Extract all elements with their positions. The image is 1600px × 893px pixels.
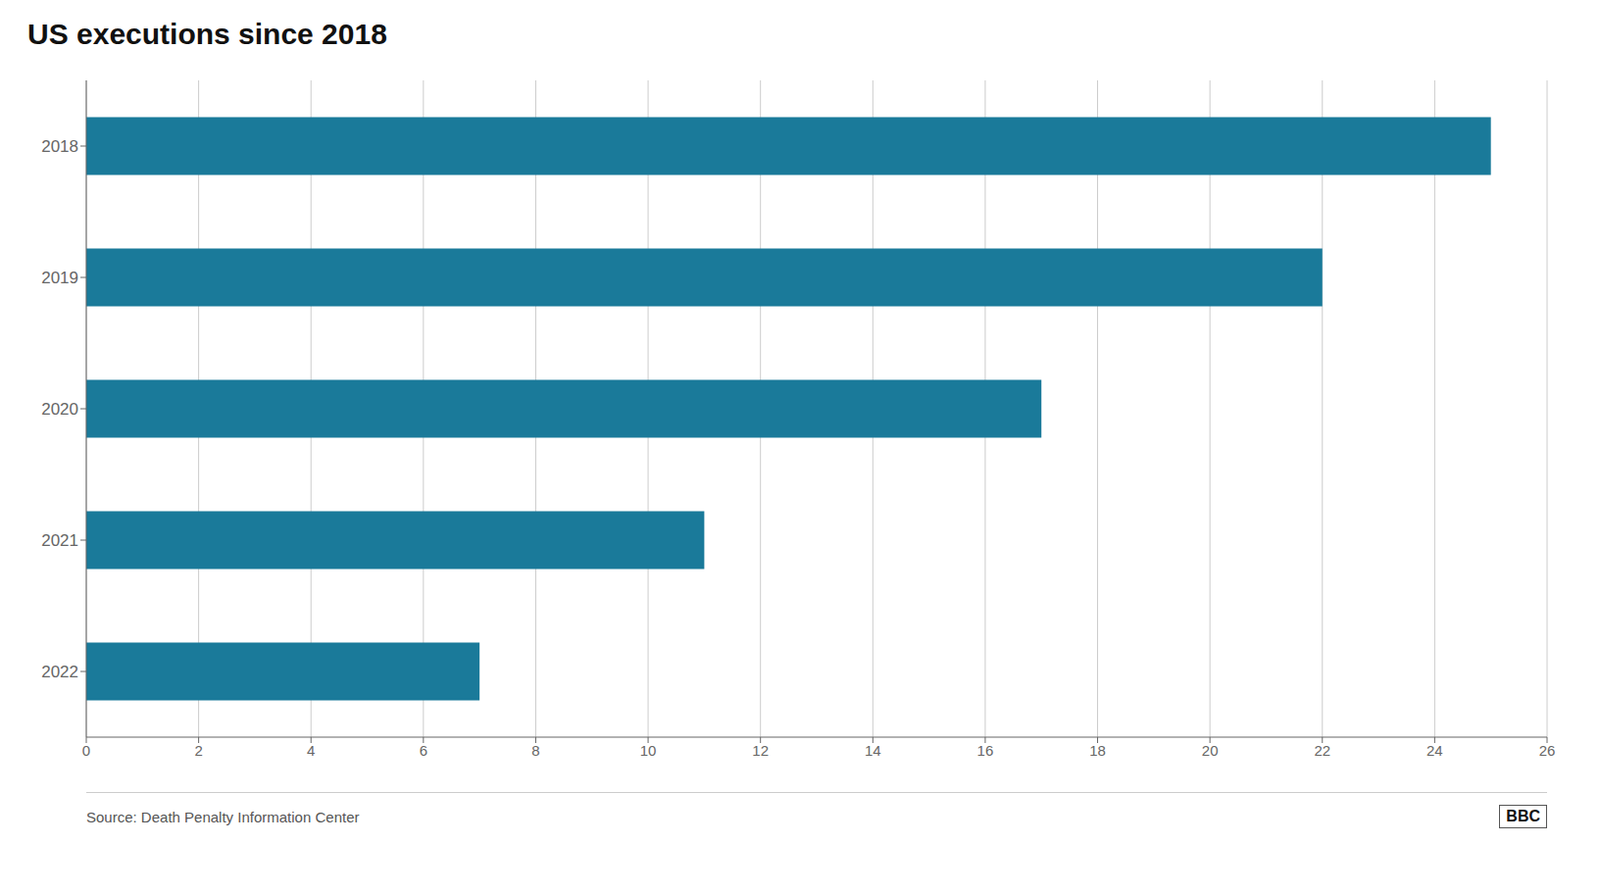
svg-text:2: 2 <box>194 742 202 759</box>
svg-text:8: 8 <box>531 742 540 759</box>
svg-text:26: 26 <box>1539 742 1556 759</box>
html-text:Source: Death Penalty Informat: Source: Death Penalty Information Center <box>86 808 360 825</box>
svg-text:2019: 2019 <box>41 268 79 288</box>
svg-text:18: 18 <box>1089 742 1106 759</box>
svg-text:24: 24 <box>1426 742 1444 759</box>
svg-text:2020: 2020 <box>41 400 79 419</box>
svg-text:2018: 2018 <box>41 137 79 156</box>
html-text:US executions since 2018: US executions since 2018 <box>27 17 388 50</box>
svg-text:22: 22 <box>1313 742 1331 759</box>
svg-text:6: 6 <box>419 742 428 759</box>
svg-text:14: 14 <box>864 742 882 759</box>
svg-text:10: 10 <box>640 742 657 759</box>
svg-text:12: 12 <box>751 742 769 759</box>
svg-text:4: 4 <box>306 742 315 759</box>
svg-text:16: 16 <box>977 742 995 759</box>
html-text:BBC: BBC <box>1506 807 1541 825</box>
svg-text:20: 20 <box>1201 742 1219 759</box>
svg-text:2022: 2022 <box>41 662 79 682</box>
svg-text:2021: 2021 <box>41 531 79 550</box>
svg-text:0: 0 <box>82 742 91 759</box>
